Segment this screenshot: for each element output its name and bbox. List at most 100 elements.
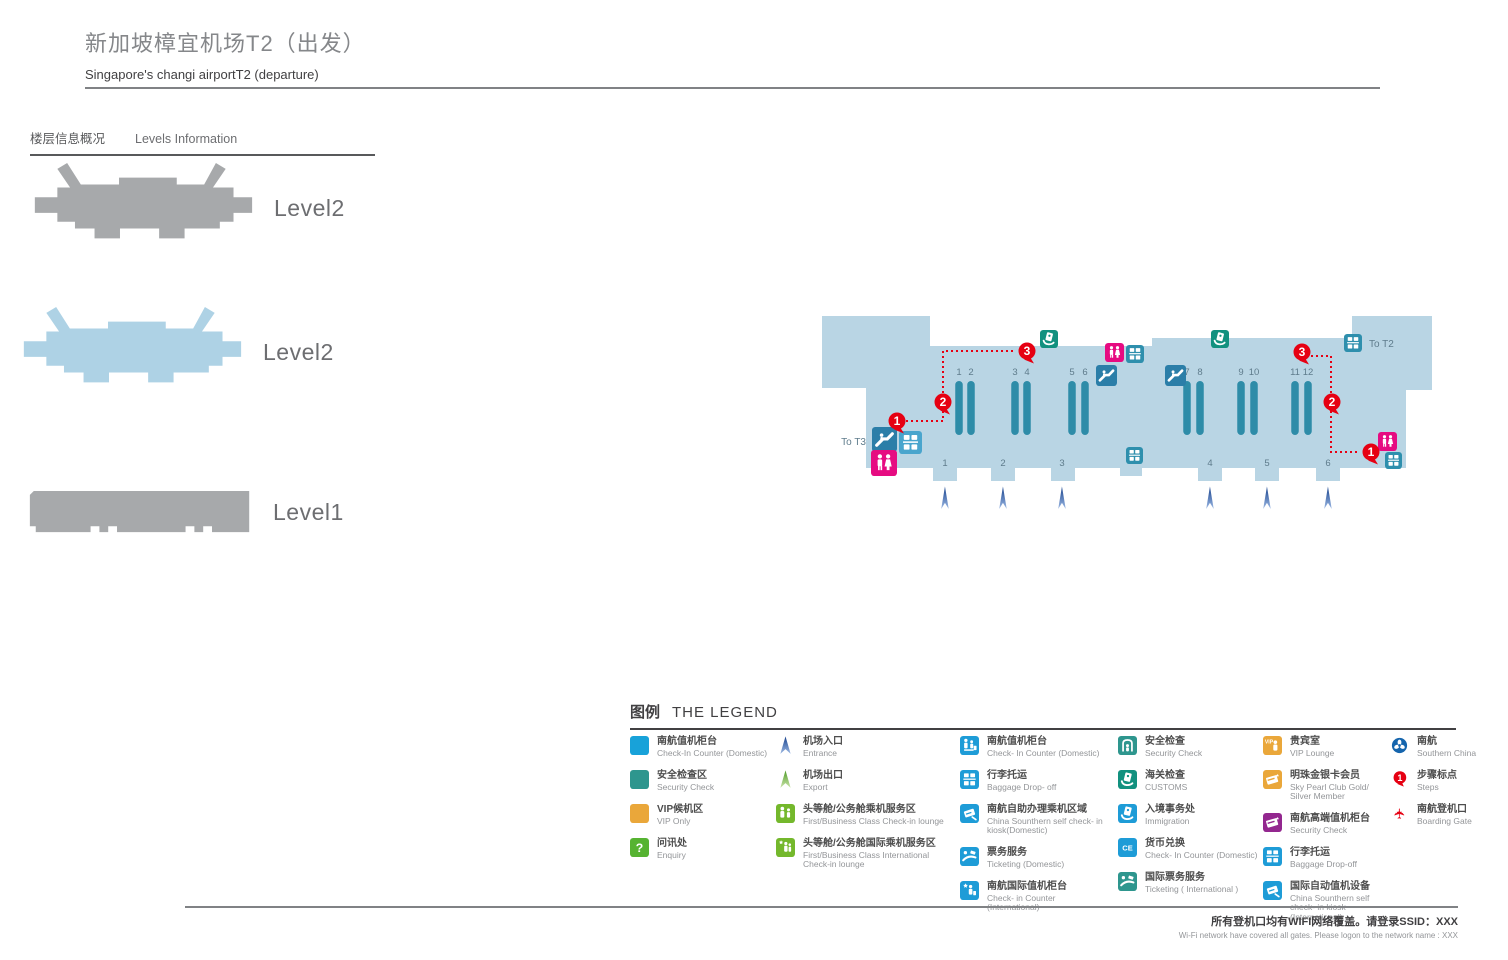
legend-title-en: THE LEGEND xyxy=(672,704,778,721)
legend-item: 机场入口 Entrance xyxy=(776,736,958,759)
checkin-counter-bar xyxy=(1291,381,1299,435)
legend-item: 国际票务服务 Ticketing ( International ) xyxy=(1118,872,1258,895)
card-icon xyxy=(1263,813,1282,833)
svg-text:✈: ✈ xyxy=(1393,807,1409,819)
legend-label-en: CUSTOMS xyxy=(1145,781,1188,792)
legend-label-zh: 头等舱/公务舱乘机服务区 xyxy=(803,804,916,815)
baggage-icon xyxy=(1263,847,1282,867)
step-icon: 1 xyxy=(1390,770,1409,789)
square-icon xyxy=(630,804,649,823)
legend-label-zh: 步骤标点 xyxy=(1417,770,1457,781)
kiosk-icon xyxy=(1263,881,1282,901)
map-icons-group xyxy=(871,330,1402,476)
legend-column: 南航值机柜台 Check- In Counter (Domestic) 行李托运 Ba… xyxy=(960,736,1110,924)
legend-label-zh: 南航 xyxy=(1417,736,1437,747)
legend-label-zh: VIP候机区 xyxy=(657,804,704,815)
legend-item: ? 问讯处 Enquiry xyxy=(630,838,770,861)
exit-arrow-icon xyxy=(776,770,795,789)
counter-number: 6 xyxy=(1082,367,1087,378)
counter-number: 8 xyxy=(1197,367,1202,378)
legend-item: CE 货币兑换 Check- In Counter (Domestic) xyxy=(1118,838,1258,861)
legend-item: 行李托运 Baggage Drop- off xyxy=(960,770,1110,793)
legend-item: 南航 Southern China xyxy=(1390,736,1495,759)
svg-text:3: 3 xyxy=(1024,344,1031,358)
entrance-arrow-icon xyxy=(776,736,795,755)
legend-label-zh: 头等舱/公务舱国际乘机服务区 xyxy=(803,838,936,849)
step-paths-group xyxy=(906,350,1360,453)
svg-text:2: 2 xyxy=(1329,395,1336,409)
customs-icon xyxy=(1118,804,1137,823)
svg-text:CE: CE xyxy=(1122,844,1132,853)
legend-header: 图例 THE LEGEND xyxy=(630,701,1456,730)
customs-icon xyxy=(1040,330,1058,348)
legend-item: 机场出口 Export xyxy=(776,770,958,793)
level-row: Level2 xyxy=(14,306,334,398)
svg-text:?: ? xyxy=(636,841,644,855)
step-markers-group: 123 321 xyxy=(888,342,1380,465)
plane-icon: ✈ xyxy=(1390,804,1409,823)
legend-label-en: Ticketing ( International ) xyxy=(1145,883,1239,894)
legend-label-zh: 行李托运 xyxy=(987,770,1027,781)
header-divider xyxy=(85,87,1380,89)
step-marker: 3 xyxy=(1293,343,1311,365)
legend-label-en: Immigration xyxy=(1145,815,1190,826)
legend-item: 行李托运 Baggage Drop-off xyxy=(1263,847,1385,870)
levels-section-header: 楼层信息概况 Levels Information xyxy=(30,128,375,156)
legend-item: VIP 贵宾室 VIP Lounge xyxy=(1263,736,1385,759)
legend-item: 海关检查 CUSTOMS xyxy=(1118,770,1258,793)
legend-label-zh: 问讯处 xyxy=(657,838,687,849)
checkin-counter-bar xyxy=(1011,381,1019,435)
legend-item: 头等舱/公务舱乘机服务区 First/Business Class Check-i… xyxy=(776,804,958,827)
checkin-counter-bar xyxy=(1081,381,1089,435)
legend-item: 南航值机柜台 Check-In Counter (Domestic) xyxy=(630,736,770,759)
toilet-icon xyxy=(871,450,897,476)
legend-label-en: Steps xyxy=(1417,781,1439,792)
legend-label-zh: 货币兑换 xyxy=(1145,838,1185,849)
legend-label-en: Boarding Gate xyxy=(1417,815,1472,826)
legend-label-zh: 机场入口 xyxy=(803,736,843,747)
checkin-counter-bar xyxy=(967,381,975,435)
header: 新加坡樟宜机场T2（出发） Singapore's changi airport… xyxy=(85,26,366,82)
legend-item: 票务服务 Ticketing (Domestic) xyxy=(960,847,1110,870)
counter-number: 4 xyxy=(1024,367,1029,378)
legend-column: 南航值机柜台 Check-In Counter (Domestic) 安全检查区 Se… xyxy=(630,736,770,872)
checkin-counter-bar xyxy=(1196,381,1204,435)
checkin-counter-bar xyxy=(1068,381,1076,435)
legend-column: 机场入口 Entrance 机场出口 Export 头等舱/公务舱乘机服务区 First/… xyxy=(776,736,958,881)
lounge-intl-icon xyxy=(776,838,795,857)
legend-label-zh: 海关检查 xyxy=(1145,770,1185,781)
entrance-number: 3 xyxy=(1059,458,1064,469)
legend-item: ✈ 南航登机口 Boarding Gate xyxy=(1390,804,1495,827)
checkin-counter-bar xyxy=(1304,381,1312,435)
ticketing-icon xyxy=(1118,872,1137,891)
checkin-counter-bar xyxy=(1183,381,1191,435)
legend-label-zh: 南航值机柜台 xyxy=(987,736,1047,747)
legend-label-en: First/Business Class Check-in lounge xyxy=(803,815,944,826)
legend-label-en: First/Business Class International Check… xyxy=(803,849,930,870)
enquiry-icon: ? xyxy=(630,838,649,857)
legend-column: VIP 贵宾室 VIP Lounge 明珠金银卡会员 Sky Pearl Club Go… xyxy=(1263,736,1385,934)
level-label: Level1 xyxy=(273,499,344,525)
legend-column: 南航 Southern China 1 步骤标点 Steps ✈ 南航登机口 Boarding… xyxy=(1390,736,1495,838)
level-shape xyxy=(29,490,250,533)
legend-label-zh: 南航自助办理乘机区域 xyxy=(987,804,1087,815)
counter-number: 11 xyxy=(1290,367,1300,378)
legend-label-zh: 票务服务 xyxy=(987,847,1027,859)
ticketing-icon xyxy=(960,847,979,867)
level-row: Level1 xyxy=(24,487,344,538)
legend-item: 1 步骤标点 Steps xyxy=(1390,770,1495,793)
legend-column: 安全检查 Security Check 海关检查 CUSTOMS 入境事务处 Immigr… xyxy=(1118,736,1258,906)
card-icon xyxy=(1263,770,1282,789)
legend-item: 南航自助办理乘机区域 China Sounthern self check- in… xyxy=(960,804,1110,836)
page-title: 新加坡樟宜机场T2（出发） xyxy=(85,31,366,56)
entrances-group: 1 2 3 4 5 6 xyxy=(941,458,1332,509)
baggage-icon xyxy=(1344,334,1362,352)
entrance-arrow-icon xyxy=(1263,486,1271,509)
svg-text:1: 1 xyxy=(1397,773,1402,783)
legend-label-zh: 入境事务处 xyxy=(1145,804,1195,815)
entrance-number: 1 xyxy=(942,458,947,469)
legend-label-en: Security Check xyxy=(1290,824,1348,835)
checkin-counter-bar xyxy=(1237,381,1245,435)
logo-icon xyxy=(1390,736,1409,755)
svg-text:VIP: VIP xyxy=(1265,739,1274,745)
